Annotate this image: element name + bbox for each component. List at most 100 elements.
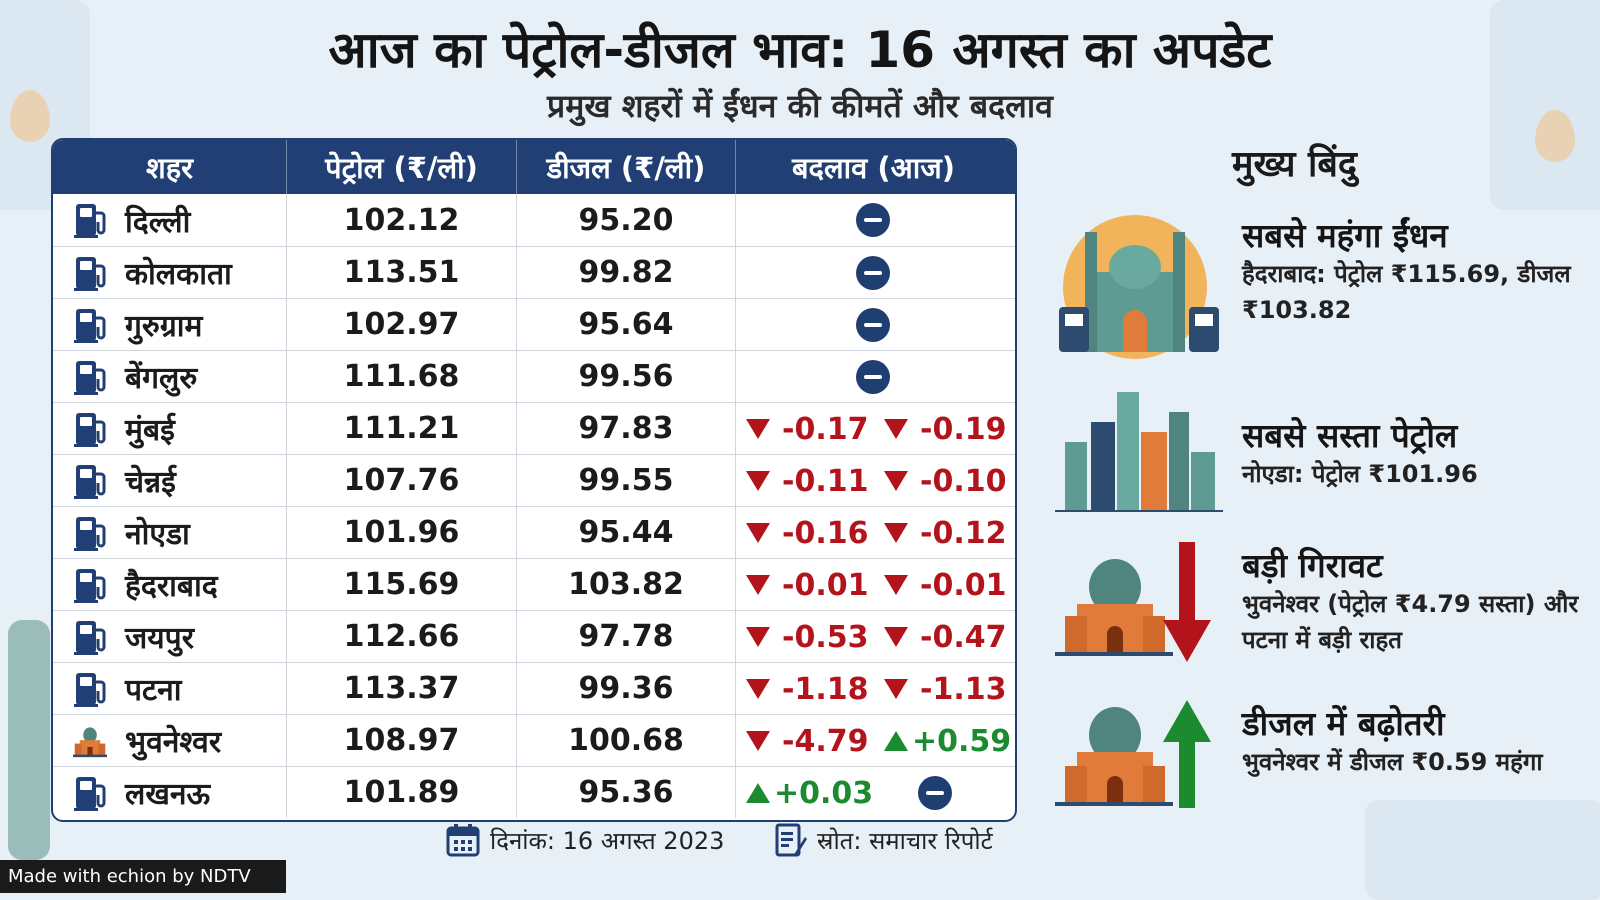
table-row: कोलकाता 113.51 99.82	[53, 246, 1015, 298]
diesel-price: 103.82	[517, 559, 736, 610]
diesel-price: 100.68	[517, 715, 736, 766]
page-subtitle: प्रमुख शहरों में ईंधन की कीमतें और बदलाव	[547, 87, 1053, 125]
change-cell: -0.16 -0.12	[736, 507, 1011, 558]
down-arrow-icon	[746, 471, 770, 491]
down-arrow-icon	[746, 679, 770, 699]
fuel-pump-icon	[74, 776, 106, 811]
city-cell: नोएडा	[53, 507, 287, 558]
no-change-icon	[918, 776, 952, 810]
city-cell: मुंबई	[53, 403, 287, 454]
temple-icon	[73, 726, 107, 757]
footer-date: दिनांक: 16 अगस्त 2023	[446, 823, 724, 857]
petrol-price: 102.97	[287, 299, 517, 350]
city-cell: पटना	[53, 663, 287, 714]
diesel-price: 95.36	[517, 767, 736, 818]
footer-source-text: स्रोत: समाचार रिपोर्ट	[817, 826, 993, 855]
temple-up-arrow-icon	[1055, 700, 1211, 808]
city-cell: चेन्नई	[53, 455, 287, 506]
city-name: गुरुग्राम	[125, 309, 203, 344]
petrol-price: 111.68	[287, 351, 517, 402]
city-cell: दिल्ली	[53, 194, 287, 246]
key-point-heading: डीजल में बढ़ोतरी	[1242, 704, 1445, 743]
no-change-icon	[856, 308, 890, 342]
page-title: आज का पेट्रोल-डीजल भाव: 16 अगस्त का अपडे…	[328, 21, 1272, 79]
down-arrow-icon	[746, 575, 770, 595]
diesel-price: 95.44	[517, 507, 736, 558]
table-row: लखनऊ 101.89 95.36 +0.03	[53, 766, 1015, 818]
diesel-price: 95.64	[517, 299, 736, 350]
petrol-price: 111.21	[287, 403, 517, 454]
change-cell: +0.03	[736, 767, 1011, 818]
background-fuel-pump-right	[1490, 0, 1600, 210]
city-name: जयपुर	[125, 621, 194, 656]
key-point-text: नोएडा: पेट्रोल ₹101.96	[1242, 460, 1478, 488]
down-arrow-icon	[884, 523, 908, 543]
diesel-price: 95.20	[517, 194, 736, 246]
city-cell: गुरुग्राम	[53, 299, 287, 350]
footer-date-text: दिनांक: 16 अगस्त 2023	[490, 826, 725, 855]
change-value: +0.59	[912, 723, 1012, 759]
diesel-price: 99.82	[517, 247, 736, 298]
no-change-icon	[856, 203, 890, 237]
city-name: बेंगलुरु	[125, 361, 198, 396]
background-fuel-pump-bottom-right	[1365, 800, 1600, 900]
change-value: -0.11	[782, 463, 869, 499]
key-points-title: मुख्य बिंदु	[1232, 144, 1357, 185]
change-cell	[736, 247, 1011, 298]
petrol-price: 101.89	[287, 767, 517, 818]
change-value: -0.19	[920, 411, 1007, 447]
petrol-change: -0.17	[746, 403, 868, 455]
table-row: चेन्नई 107.76 99.55 -0.11 -0.10	[53, 454, 1015, 506]
table-row: मुंबई 111.21 97.83 -0.17 -0.19	[53, 402, 1015, 454]
city-name: मुंबई	[125, 413, 175, 448]
diesel-price: 99.55	[517, 455, 736, 506]
petrol-change: +0.03	[746, 767, 873, 819]
document-pen-icon	[775, 823, 807, 857]
table-row: हैदराबाद 115.69 103.82 -0.01 -0.01	[53, 558, 1015, 610]
city-name: भुवनेश्वर	[125, 725, 222, 760]
up-arrow-icon	[746, 783, 770, 803]
down-arrow-icon	[746, 419, 770, 439]
table-row: बेंगलुरु 111.68 99.56	[53, 350, 1015, 402]
change-value: -0.53	[782, 619, 869, 655]
fuel-pump-icon	[74, 256, 106, 291]
diesel-change: -1.13	[884, 663, 1006, 715]
petrol-price: 113.37	[287, 663, 517, 714]
city-name: हैदराबाद	[125, 569, 218, 604]
down-arrow-icon	[884, 419, 908, 439]
change-value: -0.10	[920, 463, 1007, 499]
petrol-price: 101.96	[287, 507, 517, 558]
change-value: -1.13	[920, 671, 1007, 707]
diesel-change: +0.59	[884, 715, 1011, 767]
change-value: -0.12	[920, 515, 1007, 551]
fuel-pump-icon	[74, 360, 106, 395]
change-cell: -0.01 -0.01	[736, 559, 1011, 610]
down-arrow-icon	[884, 575, 908, 595]
city-name: चेन्नई	[125, 465, 176, 500]
city-cell: लखनऊ	[53, 767, 287, 818]
city-cell: जयपुर	[53, 611, 287, 662]
column-header-petrol: पेट्रोल (₹/ली)	[287, 140, 517, 194]
brand-badge: Made with echion by NDTV	[0, 860, 286, 893]
column-header-city: शहर	[53, 140, 287, 194]
change-cell: -0.53 -0.47	[736, 611, 1011, 662]
table-row: भुवनेश्वर 108.97 100.68 -4.79 +0.59	[53, 714, 1015, 766]
change-cell: -4.79 +0.59	[736, 715, 1011, 766]
down-arrow-icon	[884, 627, 908, 647]
city-cell: कोलकाता	[53, 247, 287, 298]
change-value: +0.03	[774, 775, 874, 811]
city-cell: हैदराबाद	[53, 559, 287, 610]
diesel-change: -0.19	[884, 403, 1006, 455]
city-skyline-icon	[1055, 392, 1223, 512]
no-change-icon	[856, 360, 890, 394]
change-cell: -0.11 -0.10	[736, 455, 1011, 506]
city-cell: भुवनेश्वर	[53, 715, 287, 766]
city-name: नोएडा	[125, 517, 190, 552]
table-row: नोएडा 101.96 95.44 -0.16 -0.12	[53, 506, 1015, 558]
petrol-change: -0.01	[746, 559, 868, 611]
fuel-pump-icon	[74, 308, 106, 343]
diesel-change: -0.47	[884, 611, 1006, 663]
key-point-heading: बड़ी गिरावट	[1242, 546, 1383, 585]
city-name: पटना	[125, 673, 182, 708]
fuel-pump-icon	[74, 620, 106, 655]
